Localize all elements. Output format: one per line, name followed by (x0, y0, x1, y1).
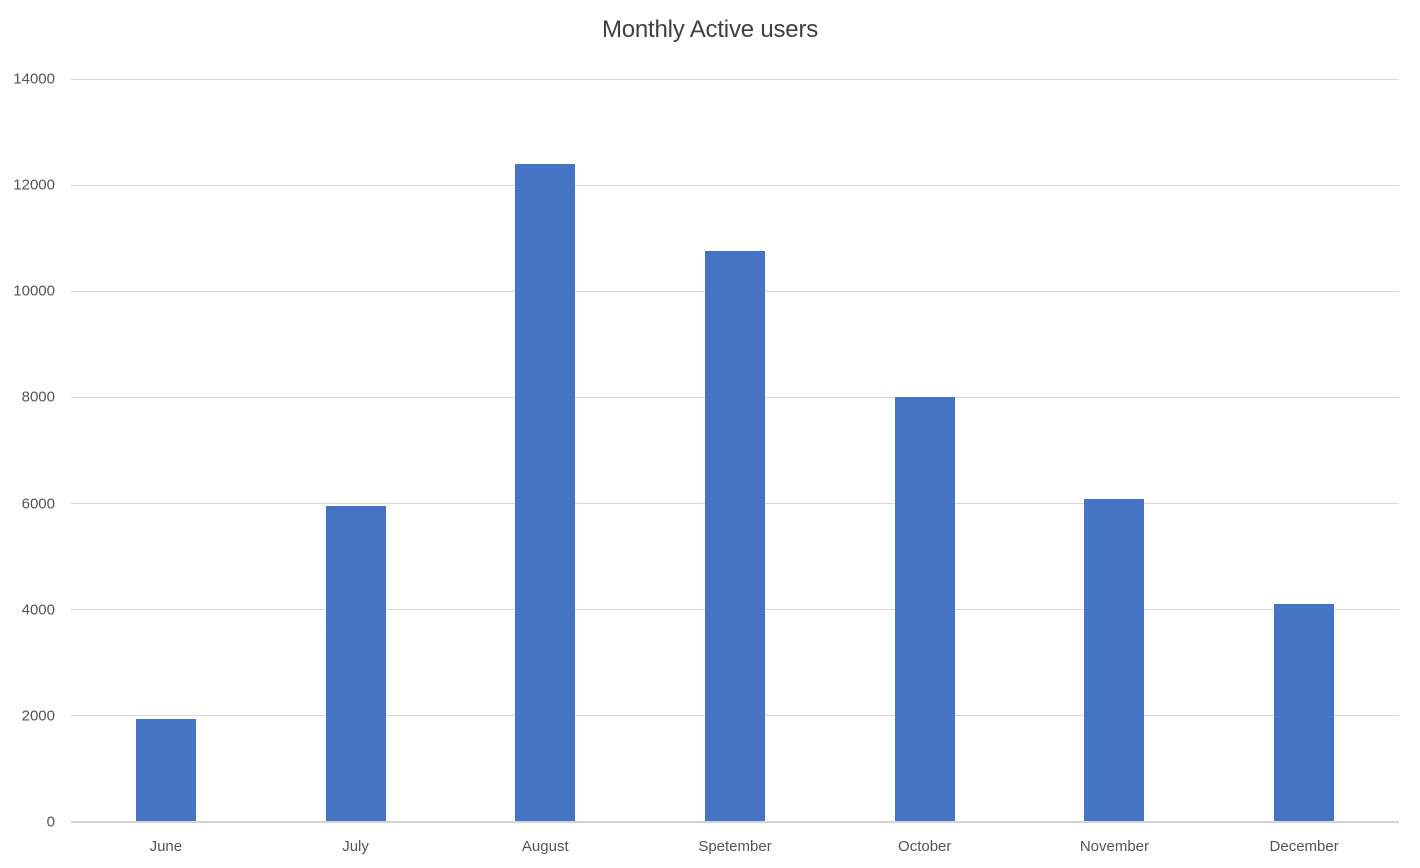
y-tick-label: 2000 (21, 707, 55, 725)
bar-december (1274, 604, 1335, 822)
x-tick-label: October (898, 838, 952, 855)
bar-october (894, 397, 955, 822)
y-tick-label: 10000 (13, 282, 55, 300)
chart-title: Monthly Active users (601, 16, 819, 43)
x-tick-label: Spetember (698, 838, 772, 855)
x-tick-label: July (342, 838, 369, 855)
y-tick-label: 4000 (21, 601, 55, 619)
y-tick-label: 8000 (21, 388, 55, 406)
y-axis-tick-labels: 0 2000 4000 6000 8000 10000 12000 14000 (0, 72, 55, 830)
bar-august (515, 163, 576, 822)
plot-area (71, 78, 1399, 823)
x-axis-line (71, 821, 1399, 823)
gridline (71, 184, 1399, 186)
bar-november (1084, 499, 1145, 822)
x-tick-label: June (149, 838, 183, 855)
bar-june (135, 718, 196, 822)
y-tick-label: 0 (46, 813, 55, 831)
bar-spetember (705, 251, 765, 822)
x-tick-label: December (1269, 838, 1339, 855)
y-tick-label: 14000 (13, 70, 55, 88)
y-tick-label: 6000 (21, 495, 55, 513)
bar-july (325, 506, 386, 822)
x-tick-label: August (521, 838, 569, 855)
x-tick-label: November (1079, 838, 1150, 855)
gridline (71, 78, 1399, 80)
x-axis-tick-labels: June July August Spetember October November De… (71, 838, 1399, 860)
y-tick-label: 12000 (13, 176, 55, 194)
